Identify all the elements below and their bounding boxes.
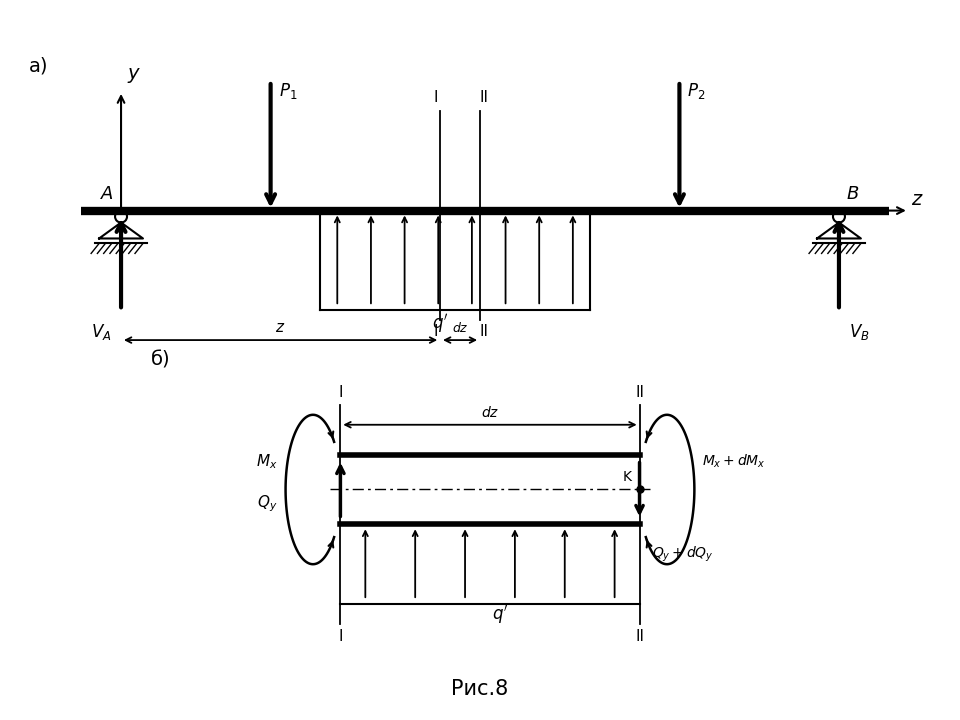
Text: $V_B$: $V_B$ bbox=[849, 322, 870, 342]
Text: Рис.8: Рис.8 bbox=[451, 679, 509, 698]
Text: I: I bbox=[338, 629, 343, 644]
Text: I: I bbox=[338, 385, 343, 400]
Text: $Q_y+dQ_y$: $Q_y+dQ_y$ bbox=[652, 544, 713, 564]
Text: II: II bbox=[479, 90, 489, 105]
Text: $V_A$: $V_A$ bbox=[90, 322, 111, 342]
Text: $P_2$: $P_2$ bbox=[687, 81, 706, 101]
Text: $z$: $z$ bbox=[276, 320, 286, 335]
Text: K: K bbox=[623, 469, 632, 484]
Text: $q'$: $q'$ bbox=[492, 603, 508, 626]
Text: B: B bbox=[847, 184, 859, 202]
Text: $q'$: $q'$ bbox=[432, 312, 448, 335]
Text: $dz$: $dz$ bbox=[452, 321, 468, 335]
Text: а): а) bbox=[30, 56, 49, 75]
Text: z: z bbox=[911, 189, 921, 209]
Text: $M_x+dM_x$: $M_x+dM_x$ bbox=[703, 453, 766, 470]
Text: $Q_y$: $Q_y$ bbox=[257, 493, 277, 514]
Text: $P_1$: $P_1$ bbox=[278, 81, 297, 101]
Text: II: II bbox=[635, 629, 644, 644]
Text: $M_x$: $M_x$ bbox=[256, 452, 277, 471]
Text: II: II bbox=[479, 324, 489, 339]
Text: б): б) bbox=[151, 350, 171, 369]
Text: I: I bbox=[434, 324, 439, 339]
Text: y: y bbox=[127, 64, 138, 83]
Text: A: A bbox=[101, 184, 113, 202]
Text: II: II bbox=[635, 385, 644, 400]
Text: $dz$: $dz$ bbox=[481, 405, 499, 420]
Text: I: I bbox=[434, 90, 439, 105]
